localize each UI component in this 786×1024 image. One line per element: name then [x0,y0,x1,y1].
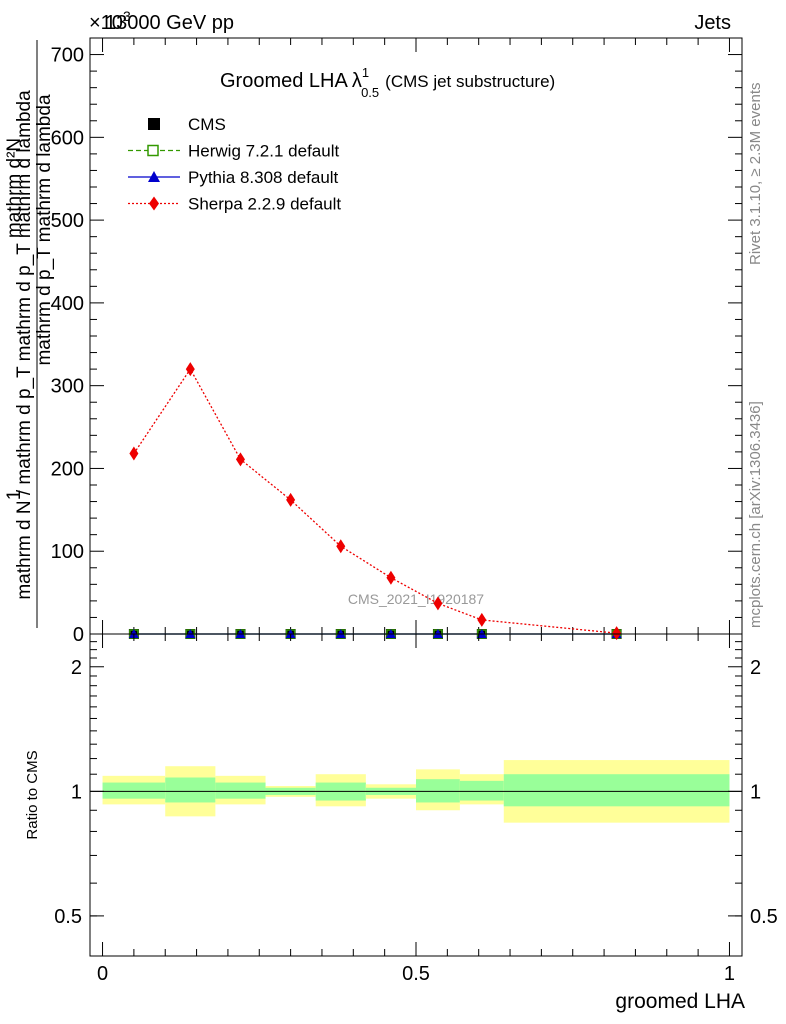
x-tick-label: 1 [724,963,735,985]
main-axes: 0 100 200 300 400 500 600 700 [51,37,742,646]
ratio-band-inner [102,782,166,799]
sherpa-point [129,446,139,461]
y-tick-label: 300 [51,376,84,398]
ratio-y-tick-label: 2 [71,657,82,679]
ylabel-line-2: mathrm d²N [4,138,25,238]
y-tick-label: 500 [51,210,84,232]
legend-label-cms: CMS [188,115,226,134]
sherpa-point [386,570,396,585]
x-axis-label: groomed LHA [615,990,745,1013]
sherpa-point [185,362,195,377]
ratio-bands [90,760,742,823]
sherpa-point [433,596,443,611]
x-tick-label: 0.5 [402,963,430,985]
ratio-axes: 0.5 0.5 1 1 2 2 0 0.5 1 [54,634,778,985]
ratio-band-inner [416,779,460,803]
y-tick-label: 0 [73,624,84,646]
ylabel-line-3: mathrm d p_T mathrm d lambda [34,94,55,365]
y-tick-label: 600 [51,127,84,149]
legend-label-herwig: Herwig 7.2.1 default [188,142,339,161]
sherpa-point [477,612,487,627]
exponent-label: ×103 [89,8,131,34]
y-tick-label: 700 [51,45,84,67]
y-tick-label: 400 [51,293,84,315]
collision-label: 13000 GeV pp [105,12,234,34]
ratio-y-tick-label: 1 [71,781,82,803]
sherpa-point [286,492,296,507]
y-tick-label: 100 [51,541,84,563]
ratio-band-inner [215,782,266,799]
y-axis-label: mathrm d N / mathrm d p_T mathrm d p_T m… [4,40,55,628]
ylabel-line-1: mathrm d N / mathrm d p_T mathrm d p_T m… [14,90,35,600]
ratio-ylabel: Ratio to CMS [24,750,41,839]
legend-marker-cms [148,118,160,130]
legend-label-pythia: Pythia 8.308 default [188,168,339,187]
ratio-y-tick-label-right: 2 [750,657,761,679]
sherpa-point [612,626,622,641]
jets-label: Jets [694,12,731,34]
rivet-label: Rivet 3.1.10, ≥ 2.3M events [747,83,764,266]
ratio-y-tick-label: 0.5 [54,906,82,928]
plot-title: Groomed LHA λ1 0.5(CMS jet substructure) [220,65,555,100]
ratio-band-inner [503,774,730,807]
ylabel-line-4: 1 [4,490,25,501]
y-tick-label: 200 [51,458,84,480]
sherpa-point [235,452,245,467]
legend-label-sherpa: Sherpa 2.2.9 default [188,195,341,214]
watermark-label: CMS_2021_I1920187 [348,591,484,607]
mcplots-label: mcplots.cern.ch [arXiv:1306.3436] [747,401,764,628]
x-tick-label: 0 [97,963,108,985]
ratio-band-inner [459,780,504,801]
legend-marker-pythia [148,171,160,182]
sherpa-point [336,539,346,554]
legend: CMS Herwig 7.2.1 default Pythia 8.308 defa… [128,115,341,214]
legend-marker-herwig [147,144,159,157]
ratio-y-tick-label-right: 1 [750,781,761,803]
ratio-y-tick-label-right: 0.5 [750,906,778,928]
ratio-band-inner [165,777,216,803]
legend-marker-sherpa [149,196,159,211]
